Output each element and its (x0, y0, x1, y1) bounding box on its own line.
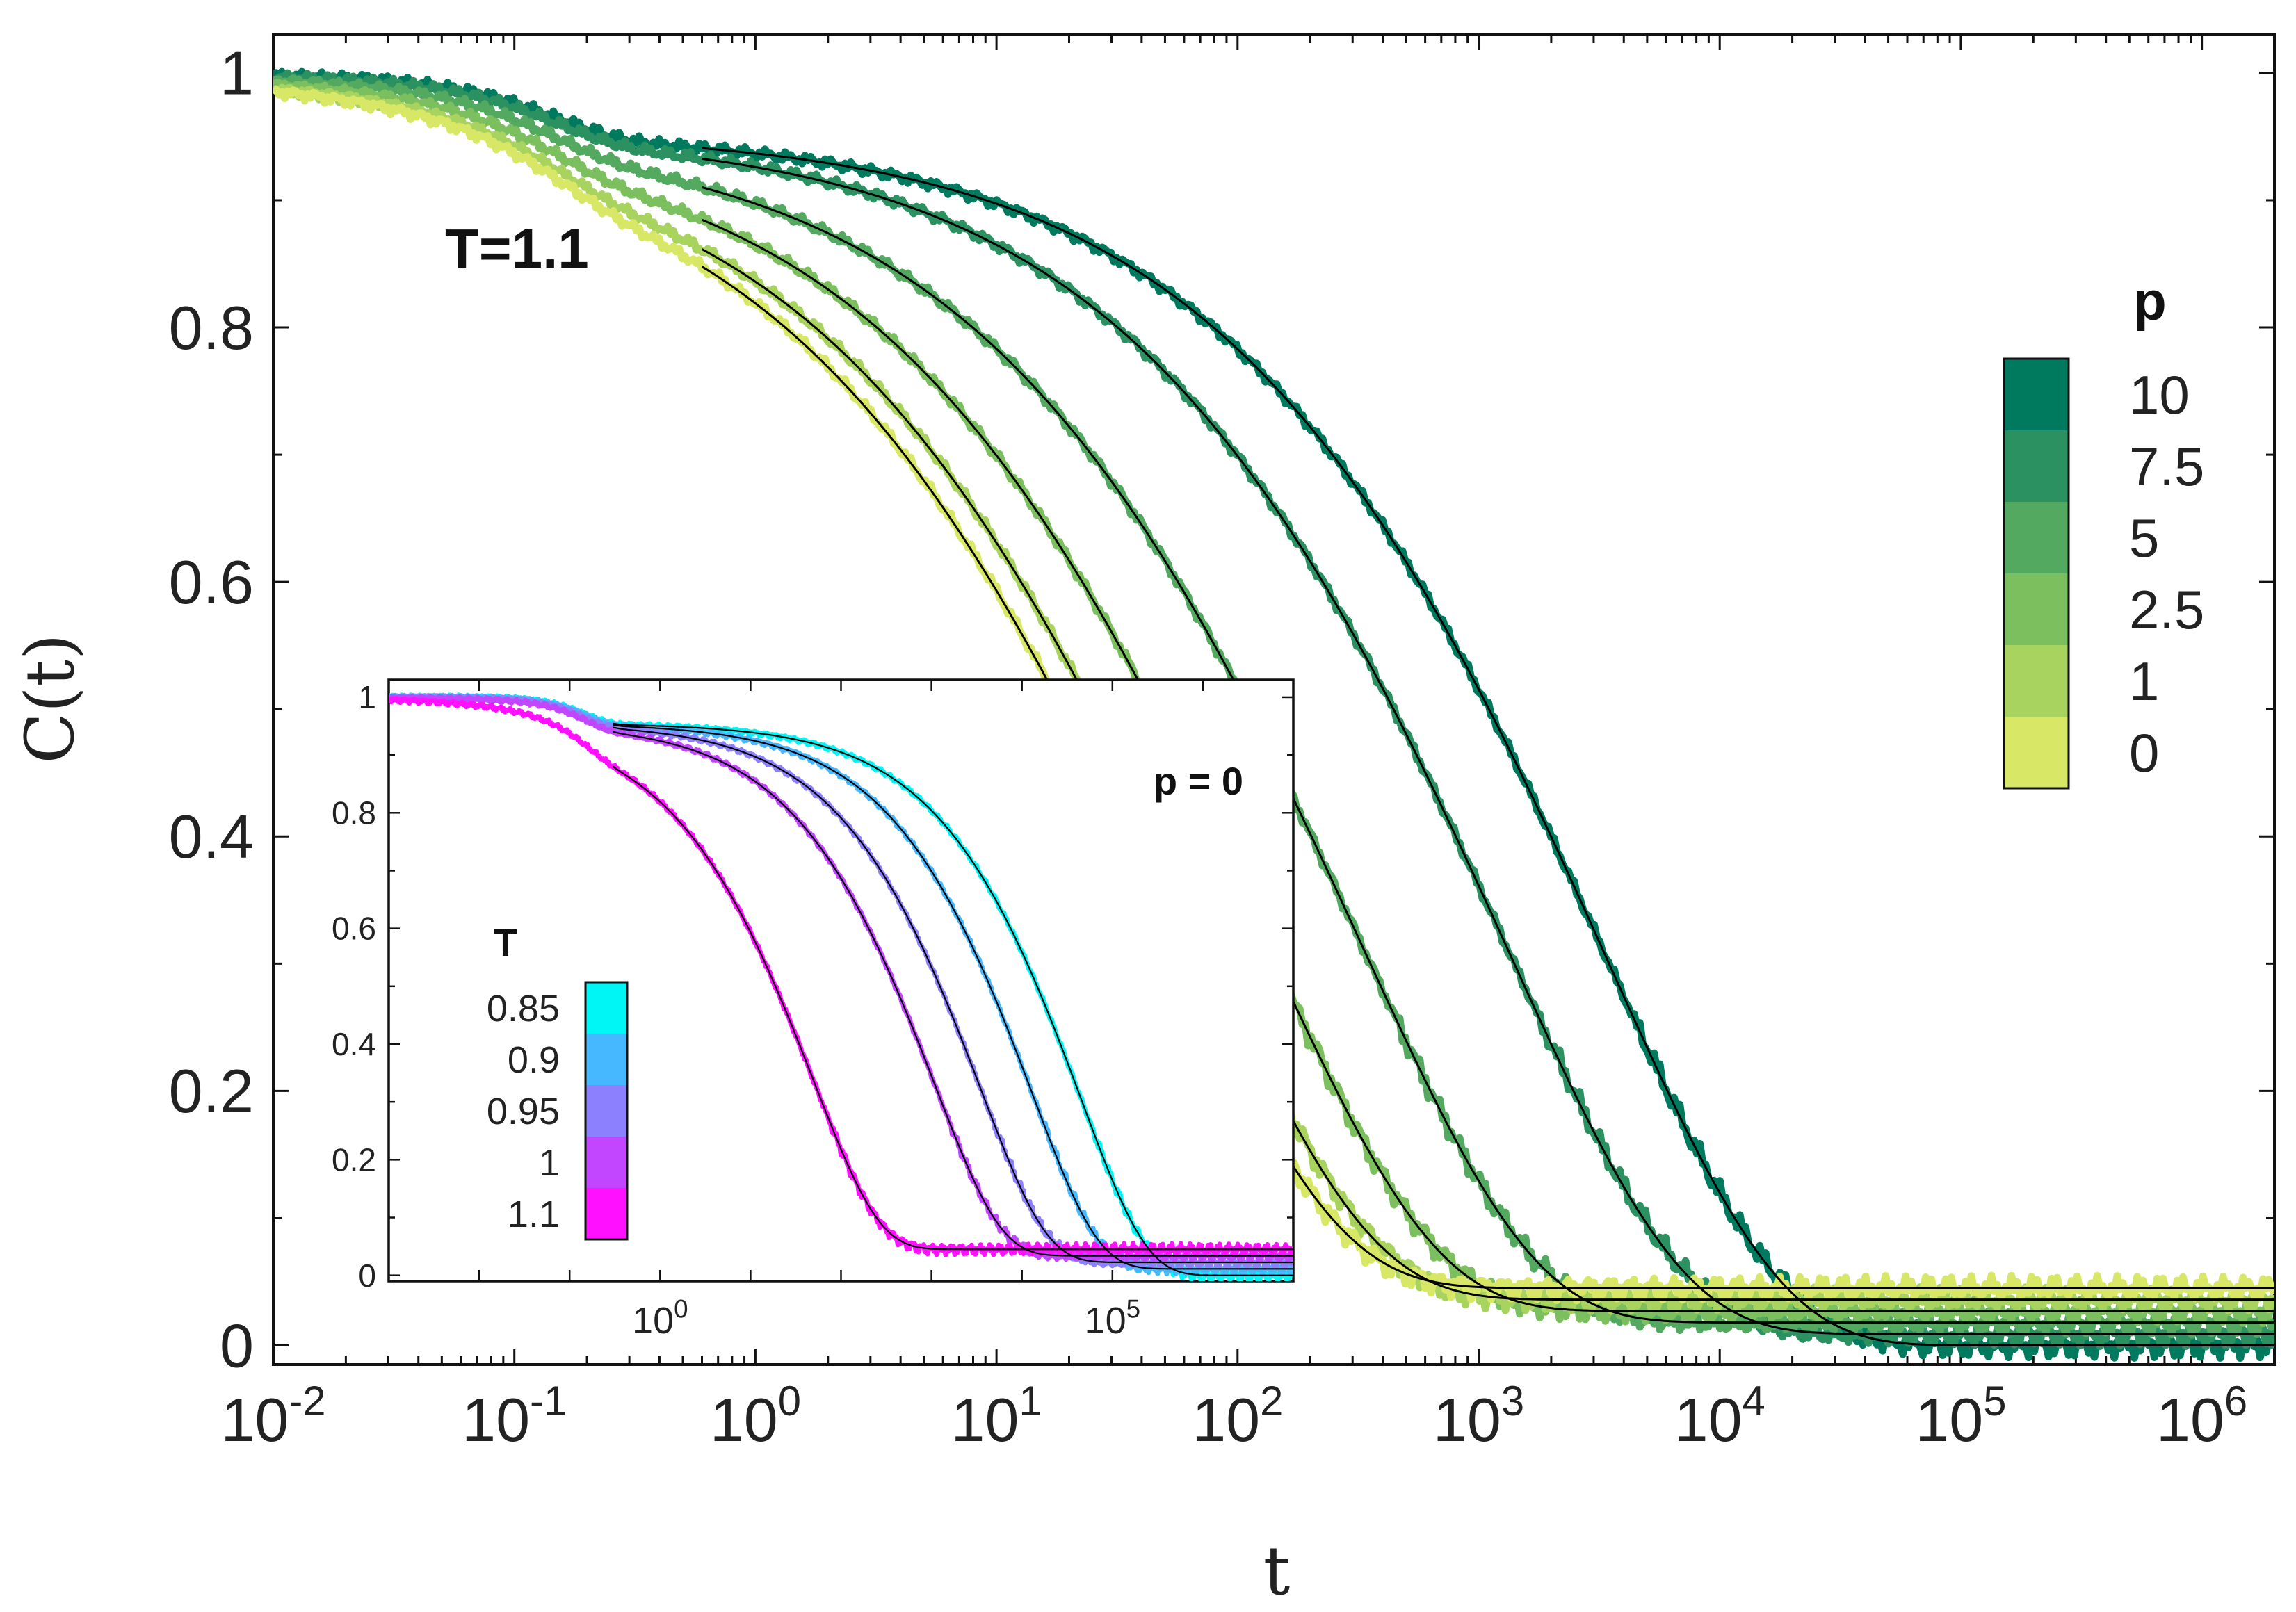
p-legend: 107.552.510 (2003, 357, 2204, 790)
y-tick-label: 0 (220, 1311, 254, 1380)
y-tick-label: 1 (220, 39, 254, 108)
fit-curve (613, 724, 1293, 1270)
legend-label: 10 (2129, 364, 2190, 425)
legend-label: 7.5 (2129, 436, 2204, 497)
legend-label: 0 (2129, 722, 2159, 783)
x-tick-label: 106 (2156, 1378, 2247, 1454)
legend-swatch (585, 1137, 627, 1189)
legend-swatch (2004, 573, 2069, 646)
legend-swatch (585, 1188, 627, 1240)
fit-curve (613, 726, 1293, 1264)
y-tick-label: 0.4 (332, 1026, 376, 1062)
legend-frame (2003, 357, 2070, 790)
x-tick-label: 105 (1085, 1294, 1141, 1342)
legend-swatch (585, 1085, 627, 1137)
legend-label: 1 (2129, 651, 2159, 712)
inset-plot-frame (387, 678, 1295, 1283)
x-tick-label: 10-2 (220, 1378, 325, 1454)
fit-curve (701, 218, 2274, 1312)
y-tick-label: 0.6 (169, 548, 254, 617)
legend-label: 1 (539, 1142, 560, 1184)
y-tick-label: 0.2 (332, 1141, 376, 1178)
legend-label: 1.1 (508, 1194, 560, 1235)
x-tick-label: 100 (710, 1378, 801, 1454)
fit-curve (612, 765, 1293, 1251)
fit-curve (701, 248, 2274, 1301)
y-tick-label: 0.6 (332, 911, 376, 947)
x-tick-label: 100 (632, 1294, 688, 1342)
legend-swatch (2004, 359, 2069, 431)
inset-y-tick-labels: 0 0.2 0.4 0.6 0.8 1 (332, 679, 376, 1294)
legend-swatch (2004, 502, 2069, 574)
legend-swatch (585, 982, 627, 1034)
y-axis-title: C(t) (11, 634, 89, 764)
main-y-tick-labels: 0 0.2 0.4 0.6 0.8 1 (169, 39, 254, 1381)
x-tick-label: 105 (1915, 1378, 2006, 1454)
legend-swatch (2004, 430, 2069, 503)
x-axis-title: t (1263, 1532, 1291, 1610)
legend-swatch (2004, 717, 2069, 789)
inset-annotation: p = 0 (1154, 759, 1243, 803)
legend-label: 0.9 (508, 1039, 560, 1081)
legend-swatch (2004, 645, 2069, 717)
fit-curve (613, 722, 1293, 1276)
inset-x-tick-labels: 100 105 (632, 1294, 1140, 1342)
main-ticks (272, 35, 2276, 1365)
data-series (389, 696, 1293, 1257)
legend-swatch (585, 1034, 627, 1086)
y-tick-label: 0.2 (169, 1057, 254, 1125)
main-x-tick-labels: 10-2 10-1 100 101 102 103 104 105 106 (220, 1378, 2247, 1454)
x-tick-label: 101 (951, 1378, 1042, 1454)
y-tick-label: 0.8 (332, 795, 376, 831)
y-tick-label: 1 (358, 679, 376, 715)
legend-label: 2.5 (2129, 579, 2204, 640)
y-tick-label: 0.8 (169, 293, 254, 362)
fit-curve (702, 147, 2274, 1346)
y-tick-label: 0 (358, 1257, 376, 1294)
temperature-annotation: T=1.1 (445, 218, 589, 279)
t-legend-title: T (494, 920, 517, 964)
legend-label: 0.95 (487, 1091, 560, 1132)
x-tick-label: 103 (1433, 1378, 1524, 1454)
legend-frame (584, 981, 629, 1241)
fit-curve (612, 731, 1293, 1257)
inset-series-group (389, 692, 1293, 1281)
y-tick-label: 0.4 (169, 802, 254, 871)
legend-label: 5 (2129, 507, 2159, 569)
x-tick-label: 104 (1674, 1378, 1765, 1454)
fit-curve (702, 186, 2274, 1324)
p-legend-title: p (2133, 270, 2167, 332)
x-tick-label: 10-1 (462, 1378, 567, 1454)
t-legend: 0.85 0.9 0.95 1 1.1 (487, 981, 629, 1241)
legend-label: 0.85 (487, 988, 560, 1029)
fit-curve (702, 157, 2274, 1335)
x-tick-label: 102 (1192, 1378, 1283, 1454)
fit-curve (701, 266, 2274, 1289)
